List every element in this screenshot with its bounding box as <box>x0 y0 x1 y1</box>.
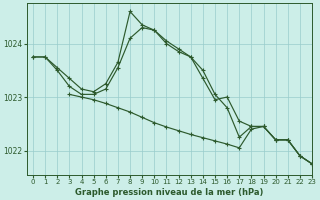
X-axis label: Graphe pression niveau de la mer (hPa): Graphe pression niveau de la mer (hPa) <box>75 188 264 197</box>
